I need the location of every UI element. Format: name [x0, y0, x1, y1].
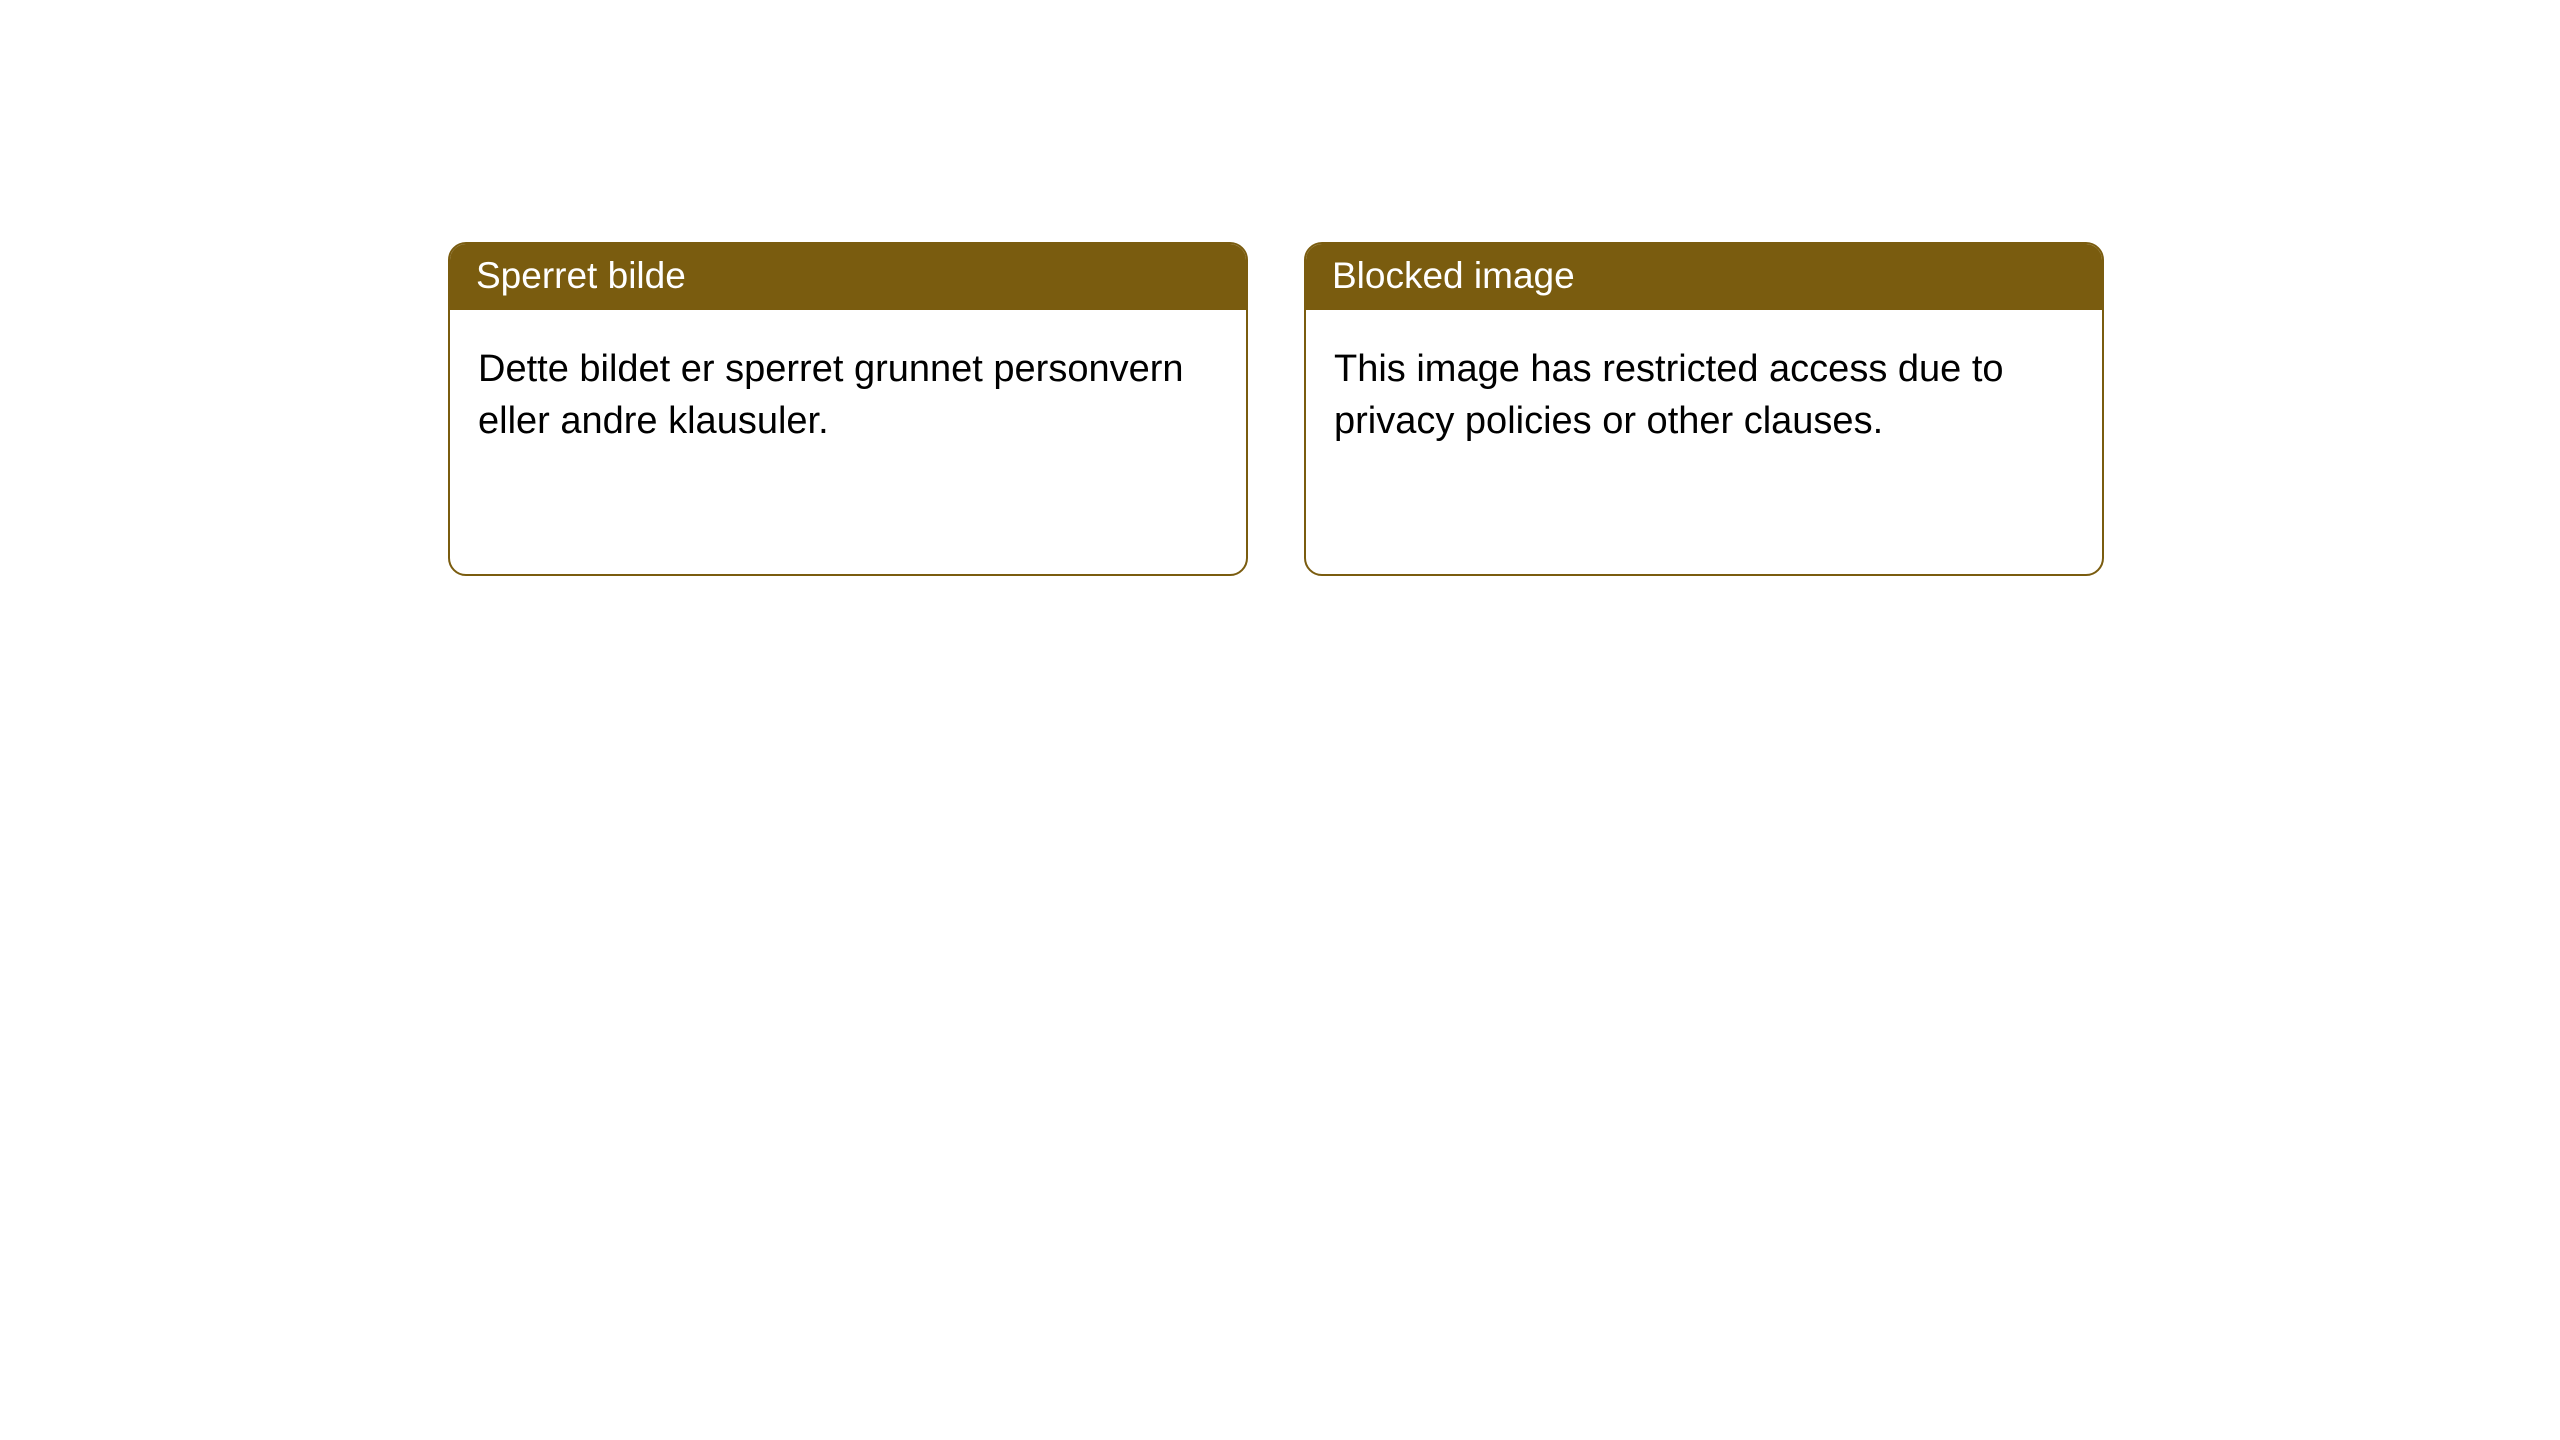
notice-card-body: This image has restricted access due to … — [1306, 310, 2102, 475]
notice-card-body: Dette bildet er sperret grunnet personve… — [450, 310, 1246, 475]
notice-container: Sperret bilde Dette bildet er sperret gr… — [0, 0, 2560, 576]
notice-card-title: Blocked image — [1306, 244, 2102, 310]
notice-card-norwegian: Sperret bilde Dette bildet er sperret gr… — [448, 242, 1248, 576]
notice-card-english: Blocked image This image has restricted … — [1304, 242, 2104, 576]
notice-card-title: Sperret bilde — [450, 244, 1246, 310]
